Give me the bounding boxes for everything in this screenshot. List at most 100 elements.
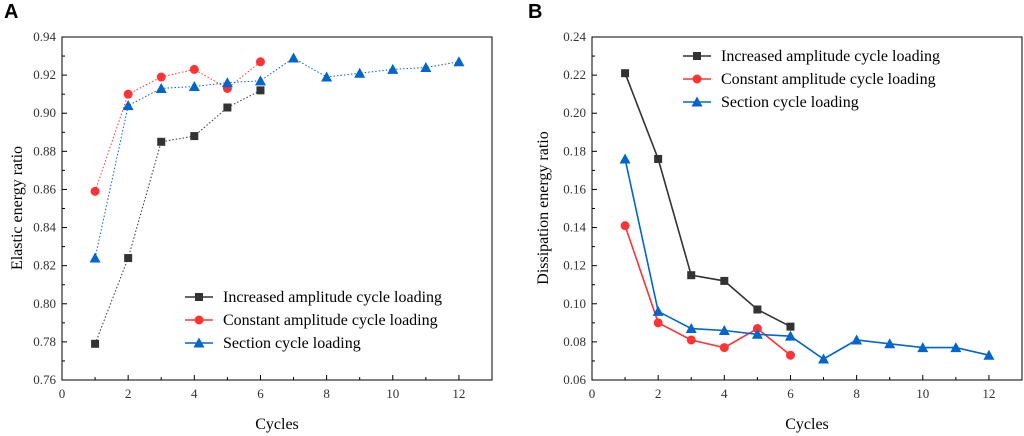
series-line-triangle [624,158,990,360]
x-tick-label: 8 [323,386,330,401]
legend-label: Increased amplitude cycle loading [223,289,442,306]
y-tick-label: 0.20 [563,105,586,120]
legend-label: Section cycle loading [721,94,859,111]
data-point-triangle [420,61,432,72]
data-point-circle [189,64,199,74]
data-point-triangle [453,56,465,67]
y-tick-label: 0.76 [33,372,56,387]
panel-a: A 0 2 4 6 8 10 120.760.780.800.820.840.860.880… [4,1,493,433]
panel-a-x-axis-title: Cycles [255,416,299,433]
data-point-square [687,271,696,280]
series-line-square [624,72,791,328]
panel-b-y-axis-title: Dissipation energy ratio [535,131,552,284]
panel-a-y-axis-title: Elastic energy ratio [9,146,26,270]
data-point-triangle [851,334,863,345]
y-tick-label: 0.90 [33,105,56,120]
data-point-circle [123,89,133,99]
data-point-triangle [155,82,167,93]
data-point-circle [653,318,663,328]
data-point-square [786,322,795,331]
data-point-triangle [751,328,763,339]
y-tick-label: 0.22 [563,67,586,82]
data-point-circle [255,57,265,67]
data-point-triangle [288,52,300,63]
panel-b-plot-frame [591,36,1023,381]
data-point-triangle [950,342,962,353]
panel-a-series-layer [89,52,465,348]
x-tick-label: 12 [452,386,465,401]
data-point-triangle [983,349,995,360]
x-tick-label: 0 [589,386,596,401]
legend-label: Constant amplitude cycle loading [223,312,438,329]
data-point-triangle [652,305,664,316]
legend-marker-triangle [193,337,205,348]
data-point-triangle [917,342,929,353]
data-point-square [124,254,133,263]
legend-marker-circle [692,74,702,84]
x-tick-label: 4 [721,386,728,401]
data-point-triangle [387,63,399,74]
y-tick-label: 0.16 [563,181,586,196]
x-tick-label: 0 [59,386,66,401]
data-point-triangle [784,330,796,341]
data-point-square [753,305,762,314]
data-point-triangle [122,100,134,111]
data-point-circle [719,343,729,353]
panel-b: B 0 2 4 6 8 10 120.060.080.100.120.140.160.180… [528,1,1023,433]
y-tick-label: 0.82 [33,258,56,273]
series-line-triangle [94,57,459,259]
y-tick-label: 0.14 [563,220,586,235]
y-tick-label: 0.08 [563,334,586,349]
x-tick-label: 4 [191,386,198,401]
panel-b-ticks: 0 2 4 6 8 10 12 0.06 0.08 0.10 0.12 0.14 0.16 0.18 0.2… [563,29,995,401]
data-point-triangle [718,324,730,335]
data-point-square [654,154,663,163]
legend-marker-circle [194,315,204,325]
panel-b-x-axis-title: Cycles [785,416,829,433]
y-tick-label: 0.94 [33,29,56,44]
panel-a-legend: Increased amplitude cycle loading Constan… [185,289,442,352]
data-point-circle [785,350,795,360]
data-point-triangle [685,323,697,334]
data-point-square [190,132,199,141]
x-tick-label: 8 [853,386,860,401]
panel-a-ticks: 0 2 4 6 8 10 12 0.76 0.78 0.80 0.82 0.84 0.86 0.88 0.9… [33,29,465,401]
legend-label: Section cycle loading [223,335,361,352]
panel-b-letter: B [528,1,542,23]
data-point-square [621,69,630,78]
x-tick-label: 12 [982,386,995,401]
y-tick-label: 0.06 [563,372,586,387]
data-point-circle [156,72,166,82]
legend-label: Constant amplitude cycle loading [721,71,936,88]
series-line-circle [94,61,261,192]
y-tick-label: 0.88 [33,143,56,158]
data-point-square [223,103,232,112]
data-point-square [91,339,100,348]
y-tick-label: 0.86 [33,181,56,196]
data-point-triangle [818,353,830,364]
y-tick-label: 0.80 [33,296,56,311]
panel-a-letter: A [4,1,18,23]
legend-marker-square [195,293,203,301]
x-tick-label: 2 [655,386,662,401]
panel-b-legend: Increased amplitude cycle loading Constan… [683,48,940,111]
y-tick-label: 0.78 [33,334,56,349]
data-point-triangle [221,77,233,88]
data-point-triangle [354,67,366,78]
y-tick-label: 0.24 [563,29,586,44]
data-point-triangle [884,338,896,349]
data-point-square [157,137,166,146]
legend-marker-triangle [691,96,703,107]
x-tick-label: 10 [386,386,399,401]
y-tick-label: 0.84 [33,220,56,235]
data-point-triangle [619,153,631,164]
data-point-square [256,86,265,95]
x-tick-label: 2 [125,386,132,401]
y-tick-label: 0.92 [33,67,56,82]
series-line-circle [624,225,792,356]
data-point-circle [90,186,100,196]
data-point-circle [752,324,762,334]
y-tick-label: 0.18 [563,143,586,158]
legend-marker-square [693,52,701,60]
